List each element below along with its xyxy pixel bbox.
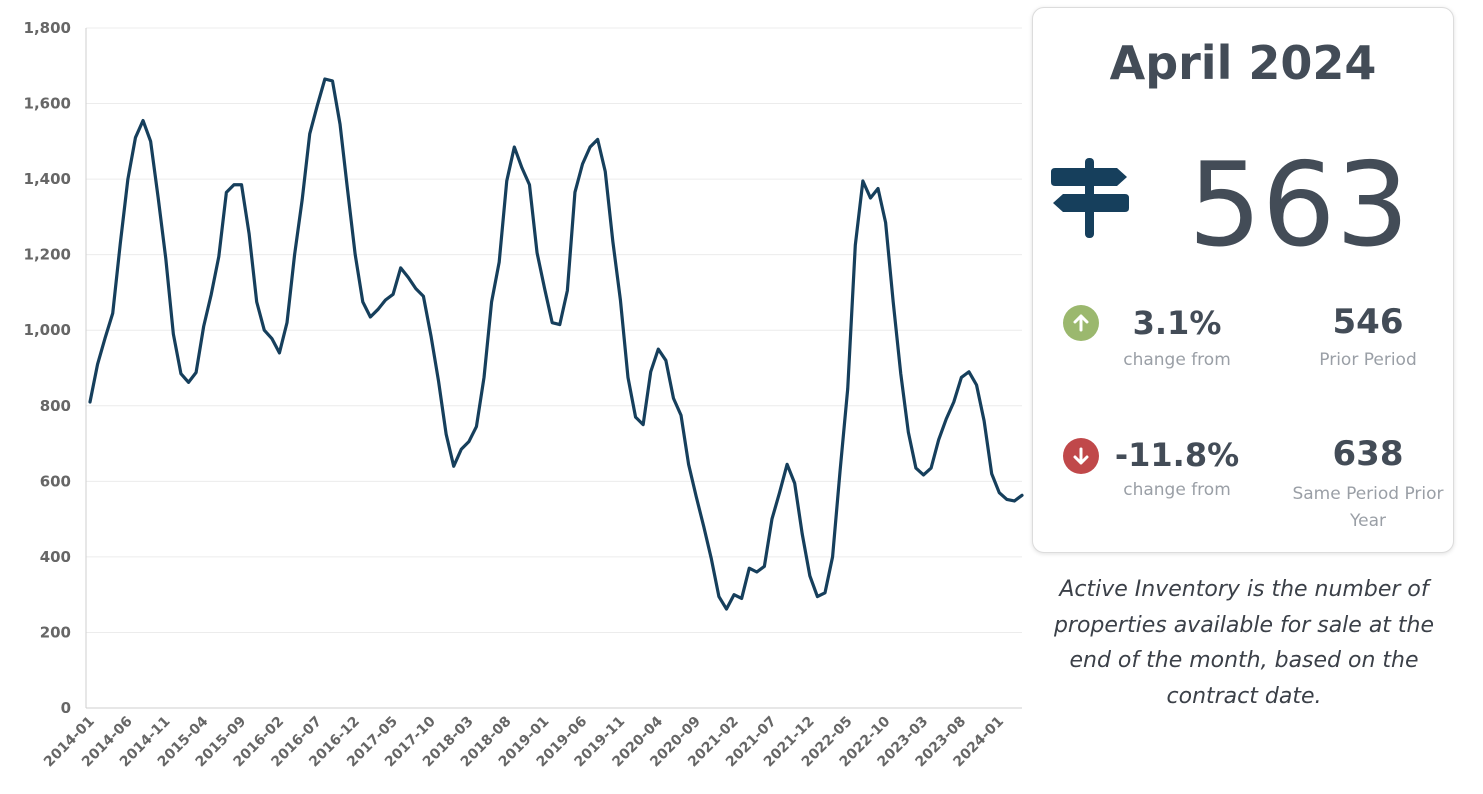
- change-prior-percent: 3.1%: [1132, 304, 1222, 342]
- y-tick-label: 200: [40, 623, 71, 641]
- current-value: 563: [1188, 138, 1410, 273]
- prior-period-label: Prior Period: [1319, 350, 1417, 370]
- y-tick-label: 600: [40, 472, 71, 490]
- y-tick-label: 1,600: [24, 95, 71, 113]
- series-line: [88, 77, 1024, 611]
- active-inventory-line-chart: 0 200 400 600 800 1,000 1,200 1,400 1,600 1,800 2…: [24, 19, 1024, 770]
- arrow-up-icon: [1063, 305, 1099, 341]
- y-tick-label: 0: [61, 699, 71, 717]
- inventory-description: Active Inventory is the number of proper…: [1053, 577, 1435, 709]
- prior-year-value: 638: [1332, 434, 1404, 474]
- y-tick-label: 1,200: [24, 246, 71, 264]
- x-axis: 2014-012014-062014-112015-042015-092016-…: [41, 707, 1022, 770]
- period-title: April 2024: [1109, 36, 1377, 90]
- summary-card: April 2024 563 3.1% change from 546 Prio…: [1032, 7, 1454, 553]
- y-tick-label: 1,000: [24, 321, 71, 339]
- y-tick-label: 800: [40, 397, 71, 415]
- change-year-caption: change from: [1123, 480, 1231, 500]
- prior-period-value: 546: [1332, 302, 1404, 342]
- arrow-down-icon: [1063, 438, 1099, 474]
- y-tick-label: 1,400: [24, 170, 71, 188]
- change-prior-caption: change from: [1123, 350, 1231, 370]
- y-axis: 0 200 400 600 800 1,000 1,200 1,400 1,600 1,800: [24, 19, 87, 717]
- y-tick-label: 400: [40, 548, 71, 566]
- y-tick-label: 1,800: [24, 19, 71, 37]
- prior-year-label: Same Period Prior Year: [1292, 484, 1444, 531]
- change-year-percent: -11.8%: [1114, 436, 1240, 474]
- gridlines: [86, 27, 1022, 633]
- signpost-icon: [1051, 158, 1129, 238]
